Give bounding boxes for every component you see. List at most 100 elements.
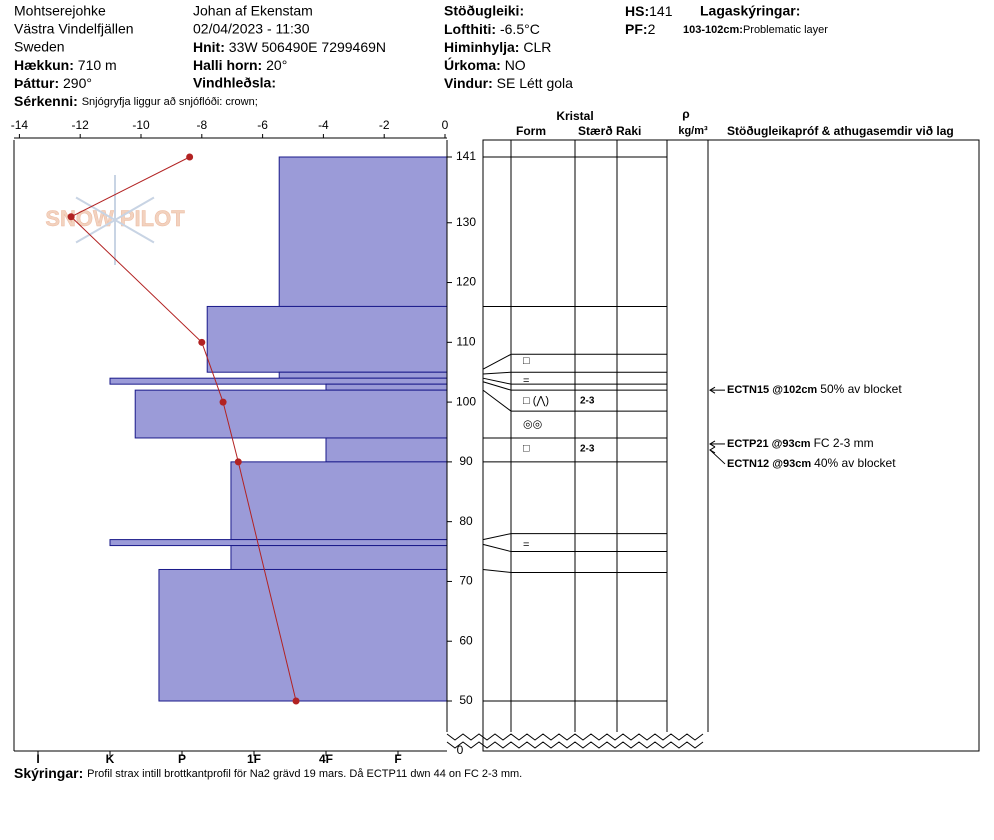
- x-tick-label: -4: [318, 118, 329, 132]
- layer-connector: [482, 543, 512, 553]
- coords: Hnit: 33W 506490E 7299469N: [193, 39, 386, 55]
- x-tick-label: 0: [442, 118, 449, 132]
- layer-connector: [482, 381, 512, 391]
- test-note: 40% av blocket: [814, 456, 896, 470]
- hardness-tick-label: 4F: [319, 752, 333, 766]
- grain-form: □ (⋀): [523, 395, 549, 407]
- layer-connector: [482, 353, 512, 370]
- sky: Himinhylja: CLR: [444, 39, 551, 55]
- size-header: Stærð: [578, 124, 613, 138]
- region: Västra Vindelfjällen: [14, 21, 134, 37]
- layer-connector: [482, 568, 512, 573]
- y-tick-label: 70: [459, 574, 473, 588]
- layer-connector: [482, 389, 512, 412]
- density-unit: kg/m³: [678, 125, 708, 137]
- x-tick-label: -12: [72, 118, 90, 132]
- temperature-line: [70, 156, 297, 702]
- test-result: ECTN12 @93cm 40% av blocket: [727, 456, 896, 470]
- density-header: ρ: [682, 107, 689, 121]
- crystal-header: Kristal: [556, 109, 593, 123]
- air-temp: Lofthiti: -6.5°C: [444, 21, 540, 37]
- x-tick-label: -8: [196, 118, 207, 132]
- temperature-point: [234, 458, 242, 466]
- layer-connector: [482, 377, 512, 385]
- hardness-tick-label: I: [36, 752, 39, 766]
- wind-loading: Vindhleðsla:: [193, 75, 276, 91]
- column-headers: Kristal Form Stærð Raki ρ kg/m³ Stöðugle…: [516, 107, 954, 138]
- hardness-bar: [230, 461, 448, 541]
- header: Mohtserejohke Västra Vindelfjällen Swede…: [14, 3, 828, 109]
- grain-size: 2-3: [580, 443, 595, 454]
- datetime: 02/04/2023 - 11:30: [193, 21, 310, 37]
- temperature-point: [219, 398, 227, 406]
- layer-note: 103-102cm:Problematic layer: [683, 24, 828, 36]
- y-tick-label: 100: [456, 394, 476, 408]
- test-code: ECTP21 @93cm: [727, 438, 811, 450]
- hardness-tick-label: F: [394, 752, 401, 766]
- slope: Halli horn: 20°: [193, 57, 287, 73]
- y-tick-label: 60: [459, 633, 473, 647]
- hs: HS:141: [625, 3, 673, 19]
- test-arrow: [709, 449, 726, 465]
- axis-break: [446, 733, 704, 741]
- x-tick-label: -14: [11, 118, 29, 132]
- observer: Johan af Ekenstam: [193, 3, 313, 19]
- aspect: Þáttur: 290°: [14, 75, 92, 91]
- layer-notes-title: Lagaskýringar:: [700, 3, 800, 19]
- hardness-bar: [278, 371, 448, 379]
- hardness-bar: [158, 568, 448, 702]
- legend: Skýringar: Profil strax intill brottkant…: [14, 765, 522, 781]
- test-arrowhead: [709, 386, 716, 394]
- test-arrowhead: [709, 446, 716, 454]
- temperature-point: [292, 697, 300, 705]
- test-result: ECTN15 @102cm 50% av blocket: [727, 382, 902, 396]
- watermark-flake: [75, 196, 155, 244]
- hardness-bar: [325, 437, 448, 463]
- y-tick-label: 0: [457, 743, 464, 757]
- grain-form: =: [523, 539, 529, 551]
- features: Sérkenni: Snjógryfja liggur að snjóflóði…: [14, 93, 258, 109]
- hardness-bar: [109, 377, 448, 385]
- strat-frame: [482, 139, 980, 752]
- y-tick-label: 110: [456, 334, 475, 348]
- y-tick-label: 90: [459, 454, 473, 468]
- grain-form: =: [523, 375, 529, 387]
- grain-size: 2-3: [580, 396, 595, 407]
- y-tick-label: 141: [456, 149, 476, 163]
- test-arrowhead: [709, 440, 716, 448]
- stability: Stöðugleiki:: [444, 3, 524, 19]
- test-note: 50% av blocket: [820, 382, 902, 396]
- precip: Úrkoma: NO: [444, 56, 526, 73]
- x-tick-label: -6: [257, 118, 268, 132]
- layer-connector: [482, 371, 512, 375]
- grain-form: □: [523, 355, 530, 367]
- country: Sweden: [14, 39, 65, 55]
- axis-break: [446, 741, 704, 749]
- x-tick-label: -2: [379, 118, 390, 132]
- form-header: Form: [516, 124, 546, 138]
- grain-form: ◎◎: [523, 419, 542, 431]
- temperature-point: [198, 338, 206, 346]
- hardness-tick-label: P: [178, 752, 186, 766]
- test-result: ECTP21 @93cm FC 2-3 mm: [727, 436, 874, 450]
- hardness-bar: [134, 389, 448, 439]
- hardness-bar: [206, 305, 448, 373]
- wind: Vindur: SE Létt gola: [444, 75, 573, 91]
- temperature-point: [67, 213, 75, 221]
- y-tick-label: 50: [459, 693, 473, 707]
- temperature-point: [186, 153, 194, 161]
- tests-header: Stöðugleikapróf & athugasemdir við lag: [727, 124, 954, 138]
- hardness-bar: [325, 383, 448, 391]
- x-tick-label: -10: [132, 118, 150, 132]
- test-code: ECTN15 @102cm: [727, 384, 817, 396]
- pf: PF:2: [625, 21, 656, 37]
- layer-connector: [482, 533, 512, 541]
- moisture-header: Raki: [616, 124, 641, 138]
- test-code: ECTN12 @93cm: [727, 458, 811, 470]
- grain-form: □: [523, 443, 530, 455]
- hardness-tick-label: 1F: [247, 752, 261, 766]
- test-note: FC 2-3 mm: [814, 436, 874, 450]
- hardness-tick-label: K: [106, 752, 115, 766]
- elevation: Hækkun: 710 m: [14, 57, 117, 73]
